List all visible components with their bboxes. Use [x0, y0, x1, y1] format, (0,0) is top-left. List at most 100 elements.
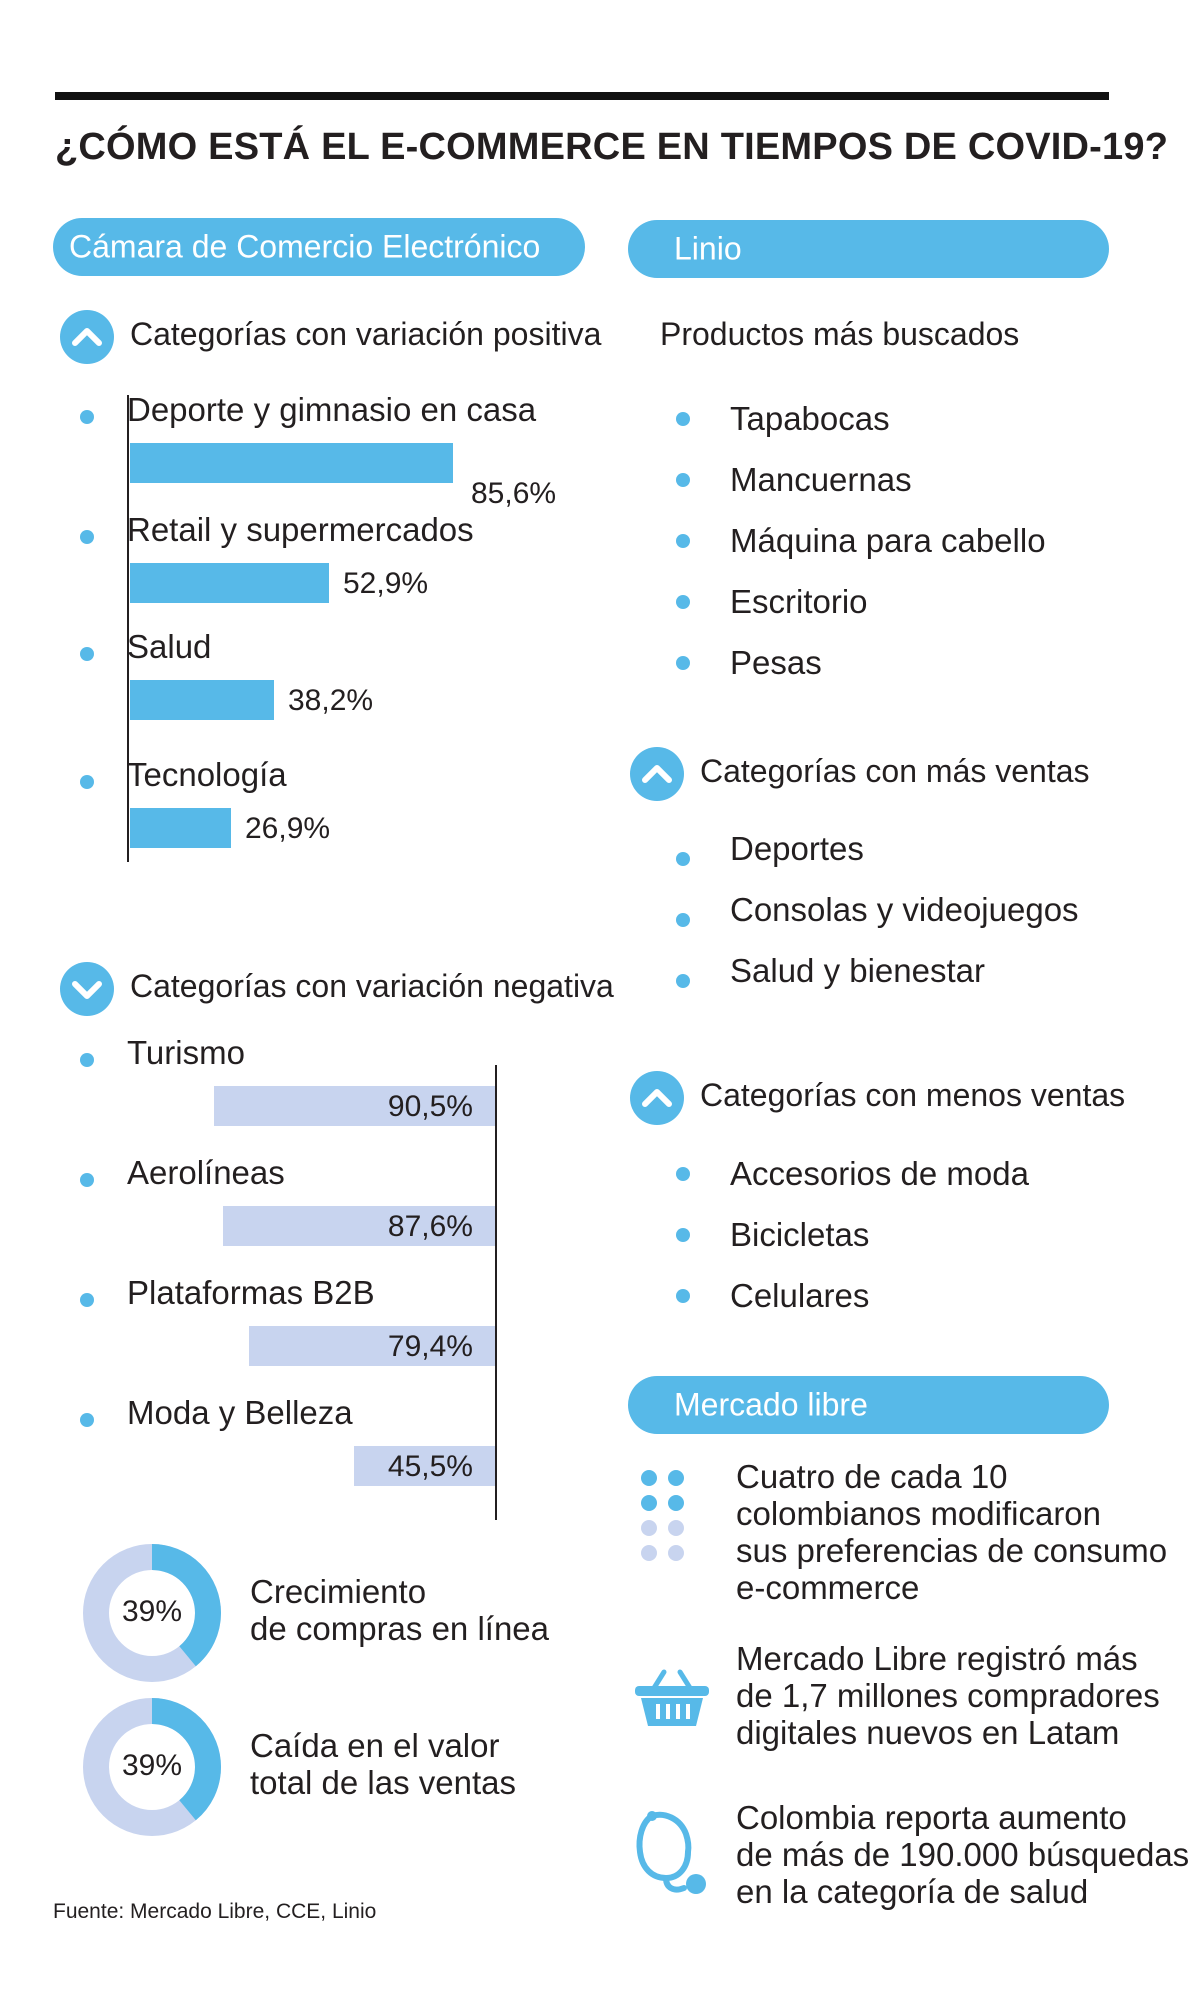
donut-caption: Crecimiento de compras en línea — [250, 1573, 549, 1647]
bullet-dot — [80, 410, 94, 424]
bullet-dot — [676, 1289, 690, 1303]
bullet-dot — [676, 473, 690, 487]
bullet-dot — [676, 595, 690, 609]
section-header-linio: Linio — [628, 220, 1109, 278]
chevron-down-icon — [60, 962, 114, 1016]
percent-label: 26,9% — [245, 812, 331, 845]
list-item: Escritorio — [730, 583, 868, 620]
bullet-dot — [676, 656, 690, 670]
bullet-dot — [80, 530, 94, 544]
fact-line: en la categoría de salud — [736, 1873, 1089, 1910]
fact-line: de 1,7 millones compradores — [736, 1677, 1160, 1714]
percent-label: 52,9% — [343, 567, 429, 600]
shopping-basket-icon — [632, 1668, 712, 1730]
donut-caption-line: de compras en línea — [250, 1610, 550, 1647]
donut-caption: Caída en el valor total de las ventas — [250, 1727, 516, 1801]
dot-grid-icon — [638, 1468, 688, 1583]
list-item: Mancuernas — [730, 461, 912, 498]
list-item: Tapabocas — [730, 400, 890, 437]
percent-label: 79,4% — [387, 1330, 473, 1363]
stethoscope-icon — [634, 1808, 714, 1898]
fact-text: Mercado Libre registró más de 1,7 millon… — [736, 1640, 1160, 1751]
list-item: Accesorios de moda — [730, 1155, 1029, 1192]
percent-label: 87,6% — [387, 1210, 473, 1243]
positive-axis-line — [127, 395, 129, 862]
bullet-dot — [80, 1053, 94, 1067]
percent-label: 90,5% — [387, 1090, 473, 1123]
negative-heading: Categorías con variación negativa — [130, 968, 614, 1004]
top-rule — [55, 92, 1109, 100]
category-label: Turismo — [127, 1034, 245, 1071]
list-item: Deportes — [730, 830, 864, 867]
positive-bar — [130, 563, 329, 603]
category-label: Moda y Belleza — [127, 1394, 353, 1431]
chevron-up-icon — [60, 310, 114, 364]
category-label: Plataformas B2B — [127, 1274, 375, 1311]
bullet-dot — [676, 913, 690, 927]
percent-label: 45,5% — [387, 1450, 473, 1483]
donut-chart — [82, 1697, 222, 1837]
chevron-up-icon — [630, 1071, 684, 1125]
list-item: Bicicletas — [730, 1216, 870, 1253]
section-header-label: Linio — [674, 230, 742, 267]
category-label: Retail y supermercados — [127, 511, 474, 548]
percent-label: 38,2% — [288, 684, 374, 717]
negative-bar — [249, 1326, 495, 1366]
fact-line: Colombia reporta aumento — [736, 1799, 1127, 1836]
bullet-dot — [676, 412, 690, 426]
most-sales-heading: Categorías con más ventas — [700, 753, 1090, 789]
fact-text: Colombia reporta aumento de más de 190.0… — [736, 1799, 1189, 1910]
donut-chart — [82, 1543, 222, 1683]
negative-bar — [214, 1086, 495, 1126]
searched-heading: Productos más buscados — [660, 316, 1020, 352]
list-item: Salud y bienestar — [730, 952, 985, 989]
donut-arc — [83, 1698, 221, 1836]
bullet-dot — [80, 1173, 94, 1187]
fact-line: e-commerce — [736, 1569, 920, 1606]
chevron-up-icon — [630, 747, 684, 801]
fact-line: Mercado Libre registró más — [736, 1640, 1138, 1677]
section-header-label: Mercado libre — [674, 1386, 868, 1423]
negative-bar — [223, 1206, 495, 1246]
bullet-dot — [676, 1228, 690, 1242]
positive-bar — [130, 680, 274, 720]
category-label: Aerolíneas — [127, 1154, 285, 1191]
section-header-cce: Cámara de Comercio Electrónico — [53, 218, 585, 276]
category-label: Salud — [127, 628, 212, 665]
bullet-dot — [80, 1413, 94, 1427]
list-item: Celulares — [730, 1277, 870, 1314]
donut-svg — [83, 1544, 221, 1682]
bullet-dot — [676, 852, 690, 866]
bullet-dot — [676, 534, 690, 548]
category-label: Tecnología — [127, 756, 287, 793]
bullet-dot — [676, 974, 690, 988]
page-title: ¿CÓMO ESTÁ EL E-COMMERCE EN TIEMPOS DE C… — [55, 126, 1169, 168]
fact-line: Cuatro de cada 10 — [736, 1458, 1008, 1495]
positive-heading: Categorías con variación positiva — [130, 316, 602, 352]
positive-bar — [130, 443, 453, 483]
donut-caption-line: total de las ventas — [250, 1764, 516, 1801]
category-label: Deporte y gimnasio en casa — [127, 391, 537, 428]
bullet-dot — [80, 647, 94, 661]
fact-line: digitales nuevos en Latam — [736, 1714, 1120, 1751]
fact-line: sus preferencias de consumo — [736, 1532, 1168, 1569]
donut-svg — [83, 1698, 221, 1836]
donut-percent: 39% — [122, 1595, 183, 1628]
least-sales-heading: Categorías con menos ventas — [700, 1077, 1126, 1113]
donut-caption-line: Crecimiento — [250, 1573, 427, 1610]
section-header-mercado-libre: Mercado libre — [628, 1376, 1109, 1434]
negative-bar — [354, 1446, 495, 1486]
list-item: Pesas — [730, 644, 822, 681]
negative-axis-line — [495, 1065, 497, 1520]
bullet-dot — [80, 775, 94, 789]
fact-line: de más de 190.000 búsquedas — [736, 1836, 1190, 1873]
source-note: Fuente: Mercado Libre, CCE, Linio — [53, 1900, 377, 1923]
bullet-dot — [676, 1167, 690, 1181]
percent-label: 85,6% — [471, 477, 557, 510]
bullet-dot — [80, 1293, 94, 1307]
donut-arc — [83, 1544, 221, 1682]
list-item: Máquina para cabello — [730, 522, 1046, 559]
section-header-label: Cámara de Comercio Electrónico — [69, 228, 541, 265]
donut-percent: 39% — [122, 1749, 183, 1782]
fact-line: colombianos modificaron — [736, 1495, 1102, 1532]
